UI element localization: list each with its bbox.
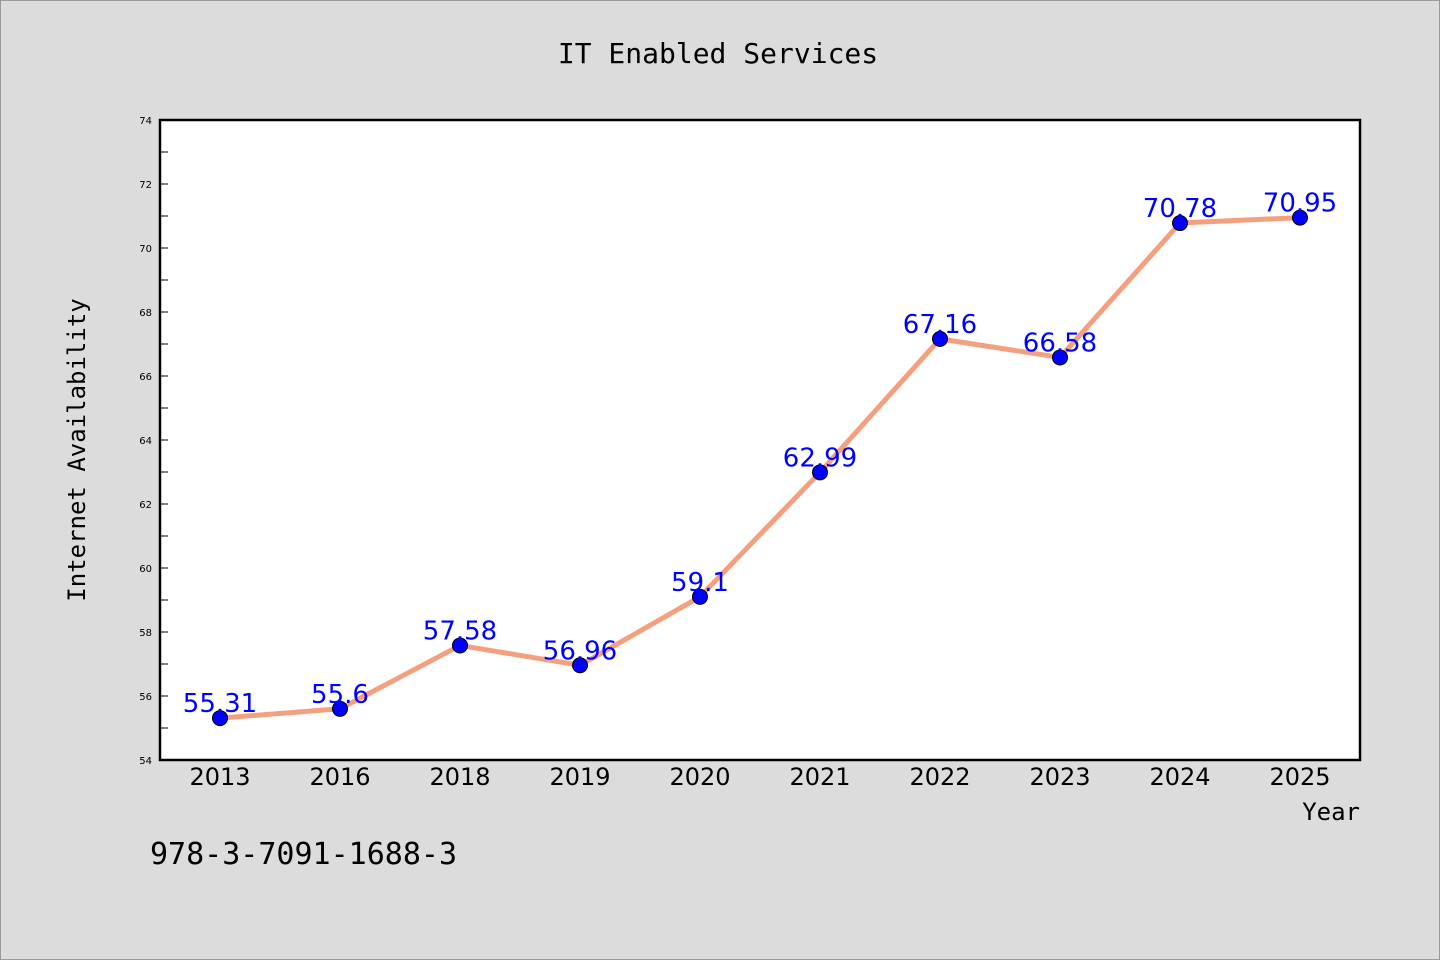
isbn-annotation: 978-3-7091-1688-3 [150,837,457,872]
y-tick-label: 70 [139,244,152,255]
chart-title: IT Enabled Services [558,37,878,70]
data-point [572,657,588,674]
x-axis-label: Year [1302,798,1360,826]
data-labels-layer: 55.31 55.6 57.58 56.96 59.1 62.99 67.16 66.58 70… [183,189,1337,719]
x-tick-label: 2018 [429,763,490,791]
x-tick-label: 2023 [1029,763,1090,791]
y-tick-label: 72 [139,180,152,191]
y-tick-label: 68 [139,308,152,319]
x-axis: 2013 2016 2018 2019 2020 2021 2022 2023 2024 2025 [189,763,1330,791]
y-tick-label: 62 [139,500,152,511]
data-point [332,700,348,717]
x-tick-label: 2024 [1149,763,1210,791]
y-tick-label: 56 [139,692,152,703]
data-point [452,637,468,654]
data-point [812,464,828,481]
data-label: 62.99 [783,443,857,473]
data-point [1292,209,1308,226]
series-layer [212,209,1308,727]
y-tick-label: 58 [139,628,152,639]
series-line [217,215,1303,721]
x-tick-label: 2019 [549,763,610,791]
data-label: 59.1 [671,568,729,598]
x-tick-label: 2025 [1269,763,1330,791]
x-tick-label: 2022 [909,763,970,791]
data-point [1052,349,1068,366]
data-label: 55.6 [311,680,369,710]
data-label: 70.78 [1143,194,1217,224]
data-label: 55.31 [183,689,257,719]
y-tick-label: 60 [139,564,152,575]
data-point [212,710,228,727]
x-tick-label: 2013 [189,763,250,791]
data-label: 57.58 [423,616,497,646]
data-point [692,588,708,605]
data-label: 66.58 [1023,328,1097,358]
data-label: 70.95 [1263,189,1337,219]
data-label: 67.16 [903,310,977,340]
x-tick-label: 2016 [309,763,370,791]
y-tick-label: 66 [139,372,152,383]
x-tick-label: 2021 [789,763,850,791]
y-tick-label: 74 [139,116,152,127]
data-label: 56.96 [543,636,617,666]
data-point [1172,215,1188,232]
plot-area [158,118,1362,762]
data-point [932,330,948,347]
y-tick-label: 54 [139,756,152,767]
y-axis: 54 56 58 60 62 64 66 68 70 72 74 [139,116,168,767]
y-axis-label: Internet Availability [63,298,91,601]
x-tick-label: 2020 [669,763,730,791]
y-tick-label: 64 [139,436,152,447]
